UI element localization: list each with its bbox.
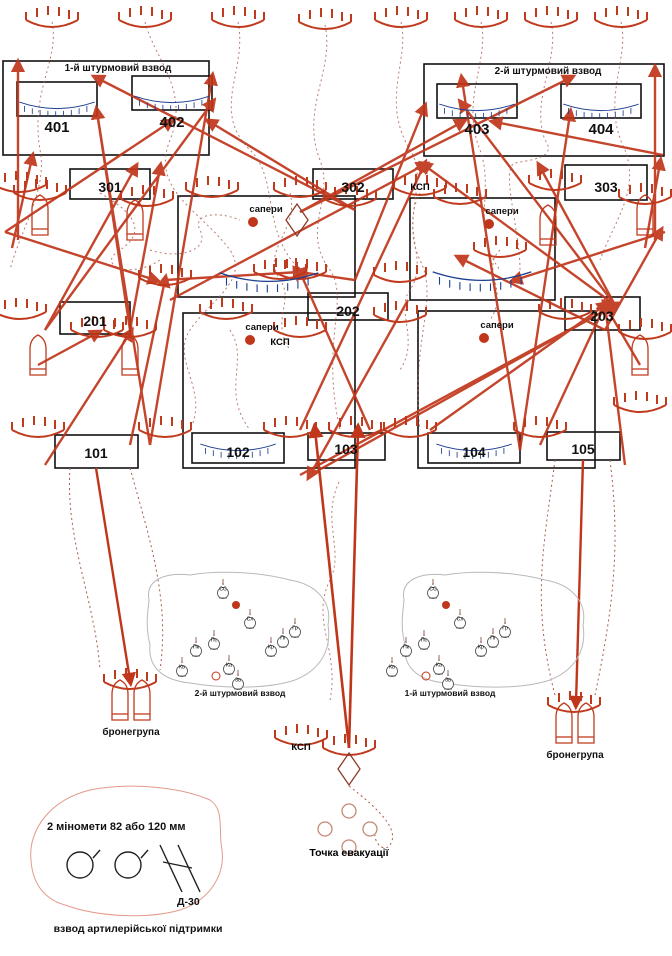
svg-text:203: 203 [590,308,614,324]
svg-text:303: 303 [594,179,618,195]
svg-text:Гр: Гр [502,626,508,632]
svg-text:105: 105 [571,441,595,457]
svg-text:бронегрупа: бронегрупа [546,749,604,761]
svg-text:301: 301 [98,179,122,195]
svg-text:103: 103 [334,441,358,457]
svg-text:Д-30: Д-30 [177,896,200,908]
svg-text:101: 101 [84,445,108,461]
svg-text:201: 201 [83,313,107,329]
svg-text:Пс: Пс [211,638,218,644]
svg-text:бронегрупа: бронегрупа [102,726,160,738]
svg-text:СС: СС [219,587,227,593]
svg-text:2 міномети 82 або 120 мм: 2 міномети 82 або 120 мм [47,821,186,833]
svg-text:1-й штурмовий взвод: 1-й штурмовий взвод [65,63,172,74]
svg-text:Сл: Сл [457,617,464,623]
svg-text:1-й штурмовий взвод: 1-й штурмовий взвод [405,688,496,698]
svg-text:Сл: Сл [247,617,254,623]
svg-text:сапери: сапери [245,322,279,333]
svg-text:Пг: Пг [490,636,496,642]
svg-text:КСП: КСП [270,337,290,348]
svg-text:взвод артилерійської підтримки: взвод артилерійської підтримки [54,923,223,935]
svg-text:Пг: Пг [280,636,286,642]
svg-text:2-й штурмовий взвод: 2-й штурмовий взвод [195,688,286,698]
svg-text:104: 104 [462,444,486,460]
svg-text:2-й штурмовий взвод: 2-й штурмовий взвод [495,66,602,77]
svg-text:Кр: Кр [478,645,484,651]
svg-text:Кв: Кв [179,665,185,671]
svg-text:Кв: Кв [389,665,395,671]
svg-text:СС: СС [429,587,437,593]
svg-text:сапери: сапери [480,320,514,331]
svg-text:302: 302 [341,179,365,195]
svg-text:102: 102 [226,444,250,460]
svg-text:Пк: Пк [193,645,200,651]
svg-text:Пк: Пк [403,645,410,651]
svg-text:Пс: Пс [421,638,428,644]
svg-text:Зв: Зв [235,678,241,684]
svg-text:Ка: Ка [436,663,442,669]
svg-text:КСП: КСП [291,742,311,753]
svg-text:202: 202 [336,303,360,319]
svg-text:402: 402 [159,114,184,131]
svg-text:Кр: Кр [268,645,274,651]
svg-text:403: 403 [464,121,489,138]
svg-text:сапери: сапери [485,206,519,217]
svg-text:Точка евакуації: Точка евакуації [309,847,389,859]
svg-text:Зв: Зв [445,678,451,684]
svg-text:КСП: КСП [410,182,430,193]
svg-text:Гр: Гр [292,626,298,632]
svg-text:401: 401 [44,119,69,136]
svg-text:сапери: сапери [249,204,283,215]
svg-text:Ка: Ка [226,663,232,669]
svg-text:404: 404 [588,121,614,138]
